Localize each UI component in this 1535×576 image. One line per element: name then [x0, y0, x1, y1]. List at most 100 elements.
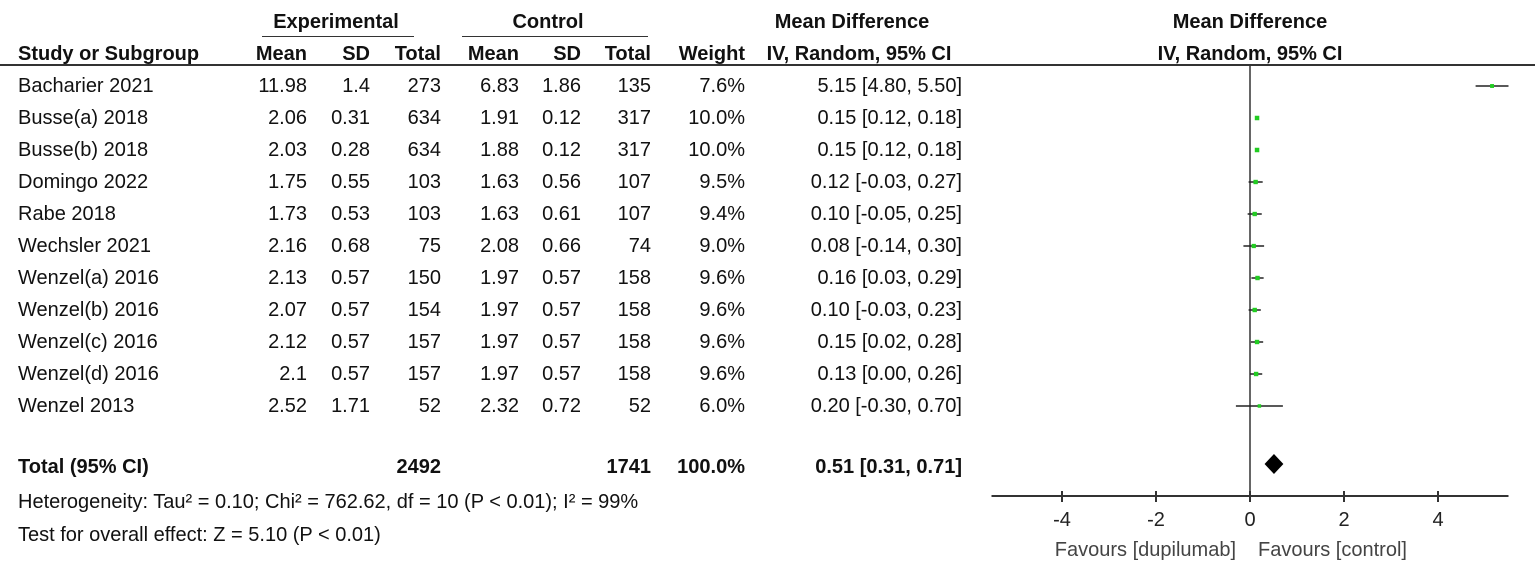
ctl-sd: 0.57: [542, 331, 581, 353]
exp-sd-header: SD: [342, 43, 370, 65]
ctl-total: 74: [628, 235, 651, 257]
total-exp-total: 2492: [396, 456, 442, 478]
x-tick-label: -2: [1147, 509, 1165, 531]
ctl-sd: 0.61: [542, 203, 581, 225]
study-name: Wenzel 2013: [18, 395, 135, 417]
study-column-header: Study or Subgroup: [18, 43, 200, 65]
weight-header: Weight: [678, 43, 745, 65]
ctl-sd: 0.66: [542, 235, 581, 257]
weight: 9.4%: [699, 203, 745, 225]
ctl-mean-header: Mean: [467, 43, 519, 65]
heterogeneity-text: Heterogeneity: Tau² = 0.10; Chi² = 762.6…: [18, 491, 639, 513]
mean-difference-ci: 0.20 [-0.30, 0.70]: [810, 395, 962, 417]
ctl-total: 135: [617, 75, 651, 97]
exp-sd: 0.57: [331, 299, 370, 321]
exp-total: 634: [407, 107, 441, 129]
mean-difference-ci: 0.15 [0.12, 0.18]: [817, 139, 962, 161]
study-name: Busse(a) 2018: [18, 107, 149, 129]
ctl-sd: 0.57: [542, 299, 581, 321]
effect-point: [1490, 84, 1494, 88]
ctl-total: 317: [617, 139, 651, 161]
exp-total: 157: [407, 331, 441, 353]
ctl-mean: 1.97: [480, 299, 519, 321]
weight: 9.6%: [699, 331, 745, 353]
ctl-sd: 0.72: [542, 395, 581, 417]
exp-total: 150: [407, 267, 441, 289]
study-name: Wenzel(b) 2016: [18, 299, 159, 321]
mean-difference-ci: 0.15 [0.02, 0.28]: [817, 331, 962, 353]
exp-mean: 1.73: [268, 203, 307, 225]
effect-point: [1253, 179, 1258, 185]
weight: 7.6%: [699, 75, 745, 97]
ctl-sd: 1.86: [542, 75, 581, 97]
weight: 9.6%: [699, 363, 745, 385]
ctl-total: 107: [617, 171, 651, 193]
ctl-mean: 2.08: [480, 235, 519, 257]
experimental-group-header: Experimental: [273, 11, 399, 33]
experimental-underline: [262, 36, 414, 37]
exp-sd: 0.53: [331, 203, 370, 225]
x-tick-label: -4: [1053, 509, 1071, 531]
mean-difference-ci: 0.08 [-0.14, 0.30]: [810, 235, 962, 257]
ctl-sd: 0.57: [542, 363, 581, 385]
ctl-total: 158: [617, 267, 651, 289]
exp-sd: 0.55: [331, 171, 370, 193]
total-label: Total (95% CI): [18, 456, 149, 478]
favours-left-label: Favours [dupilumab]: [1055, 539, 1236, 561]
ctl-total-header: Total: [604, 43, 651, 65]
ctl-mean: 1.91: [480, 107, 519, 129]
ctl-sd: 0.57: [542, 267, 581, 289]
weight: 9.6%: [699, 299, 745, 321]
study-name: Wenzel(a) 2016: [18, 267, 159, 289]
exp-total: 75: [418, 235, 441, 257]
effect-point: [1254, 339, 1260, 345]
mean-difference-ci: 0.15 [0.12, 0.18]: [817, 107, 962, 129]
ctl-mean: 1.97: [480, 267, 519, 289]
exp-mean: 2.52: [268, 395, 307, 417]
study-name: Busse(b) 2018: [18, 139, 149, 161]
ctl-mean: 1.63: [480, 171, 519, 193]
md-group-header: Mean Difference: [774, 11, 930, 33]
exp-total: 634: [407, 139, 441, 161]
overall-effect-text: Test for overall effect: Z = 5.10 (P < 0…: [18, 524, 381, 546]
exp-sd: 0.57: [331, 267, 370, 289]
weight: 10.0%: [688, 107, 745, 129]
exp-total-header: Total: [394, 43, 441, 65]
exp-mean-header: Mean: [255, 43, 307, 65]
plot-title: Mean Difference: [1172, 11, 1328, 33]
effect-point: [1252, 211, 1257, 217]
control-underline: [462, 36, 648, 37]
exp-mean: 11.98: [258, 75, 307, 97]
control-group-header: Control: [512, 11, 584, 33]
exp-total: 273: [407, 75, 441, 97]
ctl-total: 158: [617, 299, 651, 321]
ctl-mean: 1.63: [480, 203, 519, 225]
plot-method-header: IV, Random, 95% CI: [1157, 43, 1343, 65]
ctl-sd: 0.12: [542, 139, 581, 161]
exp-sd: 0.68: [331, 235, 370, 257]
exp-sd: 1.4: [342, 75, 370, 97]
ctl-mean: 1.97: [480, 331, 519, 353]
weight: 9.5%: [699, 171, 745, 193]
effect-point: [1254, 147, 1260, 153]
study-name: Wenzel(c) 2016: [18, 331, 158, 353]
ctl-sd: 0.12: [542, 107, 581, 129]
study-name: Domingo 2022: [18, 171, 149, 193]
weight: 9.6%: [699, 267, 745, 289]
ctl-sd: 0.56: [542, 171, 581, 193]
ctl-mean: 2.32: [480, 395, 519, 417]
exp-mean: 2.16: [268, 235, 307, 257]
mean-difference-ci: 0.10 [-0.03, 0.23]: [810, 299, 962, 321]
pooled-diamond: [1264, 454, 1284, 474]
ctl-total: 158: [617, 331, 651, 353]
exp-mean: 2.07: [268, 299, 307, 321]
mean-difference-ci: 0.12 [-0.03, 0.27]: [810, 171, 962, 193]
mean-difference-ci: 0.13 [0.00, 0.26]: [817, 363, 962, 385]
total-weight: 100.0%: [677, 456, 745, 478]
ctl-mean: 1.88: [480, 139, 519, 161]
x-tick-label: 2: [1338, 509, 1349, 531]
exp-total: 154: [407, 299, 441, 321]
exp-total: 103: [407, 171, 441, 193]
effect-point: [1254, 115, 1260, 121]
